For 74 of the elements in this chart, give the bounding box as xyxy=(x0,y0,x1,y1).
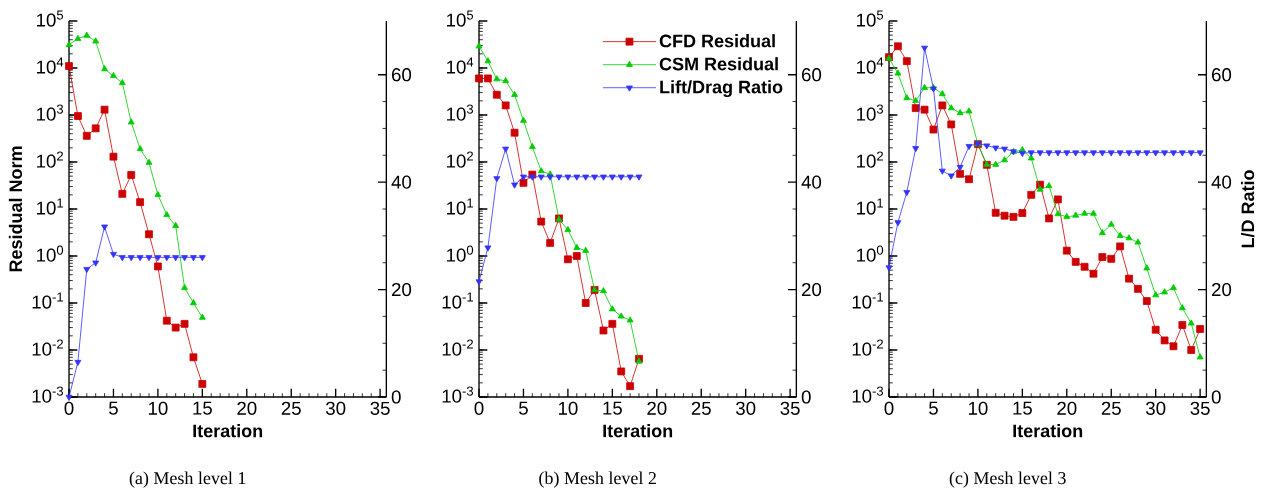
legend-label: CSM Residual xyxy=(659,57,778,71)
x-axis-title: Iteration xyxy=(603,424,673,438)
y-tick-label: 10$^{-2}$ xyxy=(32,339,63,356)
x-tick-label: 0 xyxy=(474,401,484,415)
x-tick-label: 10 xyxy=(558,401,578,415)
x-axis-title: Iteration xyxy=(193,424,263,438)
y-tick-label: 10$^{0}$ xyxy=(857,245,884,262)
x-tick-label: 25 xyxy=(691,401,711,415)
y-tick-label: 10$^{-1}$ xyxy=(852,292,883,309)
x-tick-label: 25 xyxy=(281,401,301,415)
x-tick-label: 15 xyxy=(1013,401,1032,415)
x-tick-label: 5 xyxy=(929,401,938,415)
y2-tick-label: 20 xyxy=(802,282,822,297)
y2-tick-label: 40 xyxy=(391,175,412,189)
y-tick-label: 10$^{-2}$ xyxy=(442,339,473,356)
y-tick-label: 10$^{-1}$ xyxy=(32,292,63,309)
y-tick-label: 10$^{3}$ xyxy=(37,104,64,121)
y-tick-label: 10$^{4}$ xyxy=(857,57,884,74)
y-tick-label: 10$^{1}$ xyxy=(857,198,883,215)
y-tick-label: 10$^{-1}$ xyxy=(442,292,473,309)
text: (b) Mesh level 2 xyxy=(539,471,656,488)
y2-tick-label: 40 xyxy=(801,175,822,189)
x-tick-label: 20 xyxy=(647,401,667,415)
x-tick-label: 10 xyxy=(968,401,988,415)
x-tick-label: 15 xyxy=(603,401,622,415)
y-tick-label: 10$^{-3}$ xyxy=(442,386,474,403)
y2-tick-label: 0 xyxy=(1211,390,1221,404)
x-tick-label: 0 xyxy=(64,401,74,415)
y2-tick-label: 0 xyxy=(391,390,401,404)
x-tick-label: 30 xyxy=(1146,401,1166,415)
x-tick-label: 30 xyxy=(326,401,346,415)
x-tick-label: 35 xyxy=(370,401,390,415)
y-tick-label: 10$^{2}$ xyxy=(447,151,473,168)
x-tick-label: 5 xyxy=(109,401,118,415)
x-tick-label: 35 xyxy=(1190,401,1210,415)
x-tick-label: 0 xyxy=(884,401,894,415)
x-tick-label: 30 xyxy=(736,401,756,415)
x-tick-label: 20 xyxy=(237,401,257,415)
y2-tick-label: 60 xyxy=(392,68,412,82)
y-tick-label: 10$^{4}$ xyxy=(447,57,474,74)
x-tick-label: 25 xyxy=(1101,401,1121,415)
y-tick-label: 10$^{3}$ xyxy=(857,104,884,121)
y-tick-label: 10$^{1}$ xyxy=(37,198,63,215)
text: (c) Mesh level 3 xyxy=(949,471,1066,488)
x-axis-title: Iteration xyxy=(1013,424,1083,438)
y2-tick-label: 60 xyxy=(1212,68,1232,82)
x-tick-label: 5 xyxy=(519,401,528,415)
y-tick-label: 10$^{4}$ xyxy=(37,57,64,74)
y2-tick-label: 20 xyxy=(1212,282,1232,297)
x-tick-label: 15 xyxy=(193,401,212,415)
text: (a) Mesh level 1 xyxy=(129,471,246,488)
y-tick-label: 10$^{3}$ xyxy=(447,104,474,121)
y-tick-label: 10$^{5}$ xyxy=(37,10,64,27)
y-tick-label: 10$^{2}$ xyxy=(37,151,63,168)
x-tick-label: 20 xyxy=(1057,401,1077,415)
y-tick-label: 10$^{2}$ xyxy=(857,151,883,168)
y-tick-label: 10$^{0}$ xyxy=(37,245,64,262)
y2-tick-label: 0 xyxy=(801,390,811,404)
y-axis-title: Residual Norm xyxy=(8,146,23,272)
y2-axis-title: L/D Ratio xyxy=(1240,170,1255,248)
y2-tick-label: 20 xyxy=(392,282,412,297)
y-tick-label: 10$^{5}$ xyxy=(447,10,474,27)
y2-tick-label: 60 xyxy=(802,68,822,82)
y2-tick-label: 40 xyxy=(1211,175,1232,189)
legend-label: CFD Residual xyxy=(659,34,775,48)
x-tick-label: 10 xyxy=(148,401,168,415)
x-tick-label: 35 xyxy=(780,401,800,415)
y-tick-label: 10$^{5}$ xyxy=(857,10,884,27)
y-tick-label: 10$^{-3}$ xyxy=(32,386,64,403)
y-tick-label: 10$^{-3}$ xyxy=(852,386,884,403)
y-tick-label: 10$^{-2}$ xyxy=(852,339,883,356)
legend-label: Lift/Drag Ratio xyxy=(660,80,783,98)
y-tick-label: 10$^{1}$ xyxy=(447,198,473,215)
y-tick-label: 10$^{0}$ xyxy=(447,245,474,262)
